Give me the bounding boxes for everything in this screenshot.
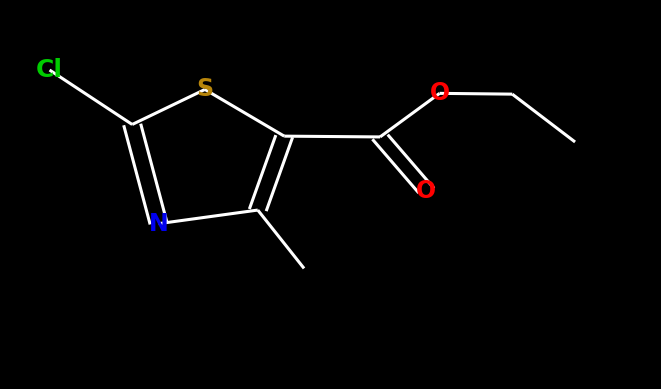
Text: N: N (149, 212, 169, 236)
Text: O: O (430, 81, 449, 105)
Text: O: O (416, 179, 436, 203)
Text: Cl: Cl (36, 58, 63, 82)
Text: S: S (196, 77, 214, 102)
